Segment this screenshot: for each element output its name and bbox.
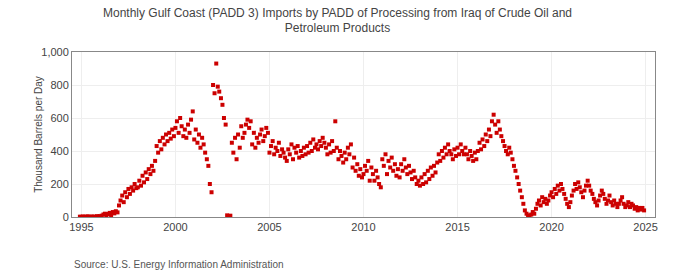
svg-text:0: 0 (63, 211, 69, 223)
svg-text:Source: U.S. Energy Informatio: Source: U.S. Energy Information Administ… (74, 259, 284, 270)
svg-text:2005: 2005 (257, 221, 281, 233)
svg-text:1995: 1995 (69, 221, 93, 233)
svg-text:Monthly Gulf Coast (PADD 3) Im: Monthly Gulf Coast (PADD 3) Imports by P… (103, 6, 572, 36)
svg-text:400: 400 (50, 145, 68, 157)
svg-text:800: 800 (50, 79, 68, 91)
svg-text:2015: 2015 (445, 221, 469, 233)
svg-text:2025: 2025 (633, 221, 657, 233)
svg-text:200: 200 (50, 178, 68, 190)
svg-text:2000: 2000 (163, 221, 187, 233)
svg-text:600: 600 (50, 112, 68, 124)
svg-text:2010: 2010 (351, 221, 375, 233)
svg-text:2020: 2020 (539, 221, 563, 233)
svg-text:1,000: 1,000 (41, 46, 69, 58)
svg-text:Thousand Barrels per Day: Thousand Barrels per Day (33, 76, 44, 193)
